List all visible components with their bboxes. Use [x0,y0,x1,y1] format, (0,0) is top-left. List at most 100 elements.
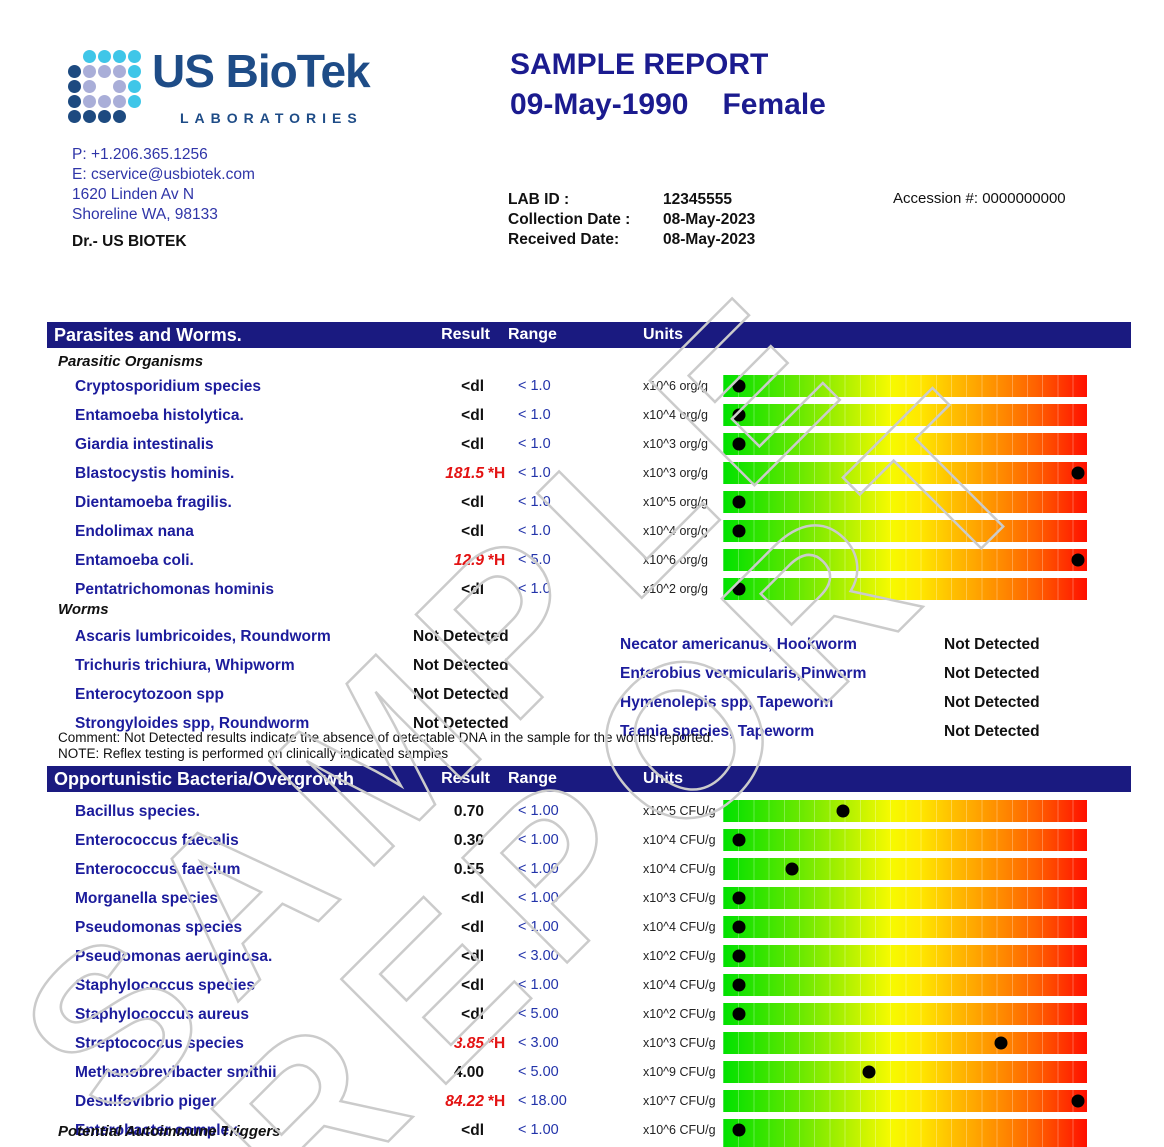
result-row: Cryptosporidium species <dl < 1.0 x10^6 … [47,372,1131,401]
gradient-bar [723,520,1087,542]
units-label: x10^4 org/g [643,524,708,538]
worm-result: Not Detected [944,665,1040,682]
result-row: Giardia intestinalis <dl < 1.0 x10^3 org… [47,430,1131,459]
patient-sex: Female [722,88,826,121]
organism-name: Pentatrichomonas hominis [75,581,274,598]
worm-rows-right: Necator americanus, Hookworm Not Detecte… [47,630,1131,746]
lab-id-block: LAB ID : 12345555 Collection Date : 08-M… [508,190,755,250]
logo-dot [68,65,81,78]
gradient-bar [723,945,1087,967]
worm-result: Not Detected [413,686,509,703]
gradient-scale [723,829,1087,851]
reference-range: < 1.00 [518,861,559,877]
patient-dob: 09-May-1990 [510,88,689,121]
gradient-scale [723,1061,1087,1083]
units-label: x10^4 CFU/g [643,978,716,992]
result-row: Desulfovibrio piger 84.22 *H < 18.00 x10… [47,1087,1131,1116]
result-row: Staphylococcus aureus <dl < 5.00 x10^2 C… [47,1000,1131,1029]
units-label: x10^3 CFU/g [643,891,716,905]
gradient-scale [723,1003,1087,1025]
logo-dot [98,65,111,78]
result-row: Endolimax nana <dl < 1.0 x10^4 org/g [47,517,1131,546]
result-value: <dl [461,977,484,994]
column-header-units: Units [643,326,683,343]
collection-date-label: Collection Date : [508,211,631,228]
gradient-bar [723,800,1087,822]
reference-range: < 1.0 [518,494,551,510]
reference-range: < 1.00 [518,832,559,848]
worm-name: Trichuris trichiura, Whipworm [75,657,295,674]
table-title: Opportunistic Bacteria/Overgrowth [54,769,355,789]
report-title: SAMPLE REPORT [510,48,769,81]
reference-range: < 3.00 [518,948,559,964]
result-marker-dot [732,920,746,934]
gradient-bar [723,549,1087,571]
doctor-name: Dr.- US BIOTEK [72,233,187,250]
result-value: 181.5 [445,465,484,482]
gradient-bar [723,974,1087,996]
result-value: 4.00 [453,1064,484,1081]
result-row: Enterococcus faecium 0.55 < 1.00 x10^4 C… [47,855,1131,884]
result-value: <dl [461,407,484,424]
logo-subtitle: LABORATORIES [180,110,363,126]
reference-range: < 1.00 [518,919,559,935]
worm-name: Hymenolepis spp, Tapeworm [620,694,834,711]
result-row: Bacillus species. 0.70 < 1.00 x10^5 CFU/… [47,797,1131,826]
organism-name: Enterobacter complex. [75,1122,243,1139]
result-row: Morganella species <dl < 1.00 x10^3 CFU/… [47,884,1131,913]
logo-dot [98,80,111,93]
result-value: 12.9 [453,552,484,569]
gradient-scale [723,974,1087,996]
result-value: 0.55 [453,861,484,878]
worm-name: Necator americanus, Hookworm [620,636,857,653]
result-value: <dl [461,1006,484,1023]
contact-address-line1: 1620 Linden Av N [72,186,195,203]
gradient-bar [723,887,1087,909]
parasites-worms-table: Parasites and Worms. Result Range Units … [47,322,1131,766]
gradient-scale [723,945,1087,967]
units-label: x10^2 CFU/g [643,1007,716,1021]
gradient-bar [723,858,1087,880]
gradient-scale [723,549,1087,571]
worm-name: Enterocytozoon spp [75,686,224,703]
result-marker-dot [836,804,850,818]
result-row: Blastocystis hominis. 181.5 *H < 1.0 x10… [47,459,1131,488]
gradient-scale [723,1032,1087,1054]
units-label: x10^3 CFU/g [643,1036,716,1050]
gradient-bar [723,491,1087,513]
organism-name: Enterococcus faecalis [75,832,239,849]
organism-name: Staphylococcus species [75,977,256,994]
units-label: x10^6 CFU/g [643,1123,716,1137]
logo-dot [68,80,81,93]
logo-dot [113,95,126,108]
column-header-result: Result [441,326,490,343]
worm-result: Not Detected [413,657,509,674]
reference-range: < 1.0 [518,378,551,394]
units-label: x10^4 org/g [643,408,708,422]
result-row: Enterobacter complex. <dl < 1.00 x10^6 C… [47,1116,1131,1145]
reference-range: < 1.00 [518,803,559,819]
gradient-scale [723,404,1087,426]
units-label: x10^4 CFU/g [643,862,716,876]
patient-line: 09-May-1990 Female [510,88,826,122]
logo-dot [98,110,111,123]
collection-date-value: 08-May-2023 [663,211,756,228]
reference-range: < 1.0 [518,407,551,423]
result-value: <dl [461,436,484,453]
result-value: 0.70 [453,803,484,820]
organism-name: Pseudomonas species [75,919,243,936]
worm-name: Strongyloides spp, Roundworm [75,715,310,732]
note-line: NOTE: Reflex testing is performed on cli… [58,746,449,761]
result-row: Dientamoeba fragilis. <dl < 1.0 x10^5 or… [47,488,1131,517]
gradient-bar [723,916,1087,938]
gradient-bar [723,1032,1087,1054]
units-label: x10^2 org/g [643,582,708,596]
contact-phone: P: +1.206.365.1256 [72,146,208,163]
reference-range: < 1.0 [518,523,551,539]
worm-row: Enterobius vermicularis,Pinworm Not Dete… [47,659,1131,688]
result-marker-dot [732,891,746,905]
result-value: <dl [461,948,484,965]
received-date-label: Received Date: [508,231,620,248]
result-high-flag: *H [488,552,506,569]
logo-dot [113,80,126,93]
